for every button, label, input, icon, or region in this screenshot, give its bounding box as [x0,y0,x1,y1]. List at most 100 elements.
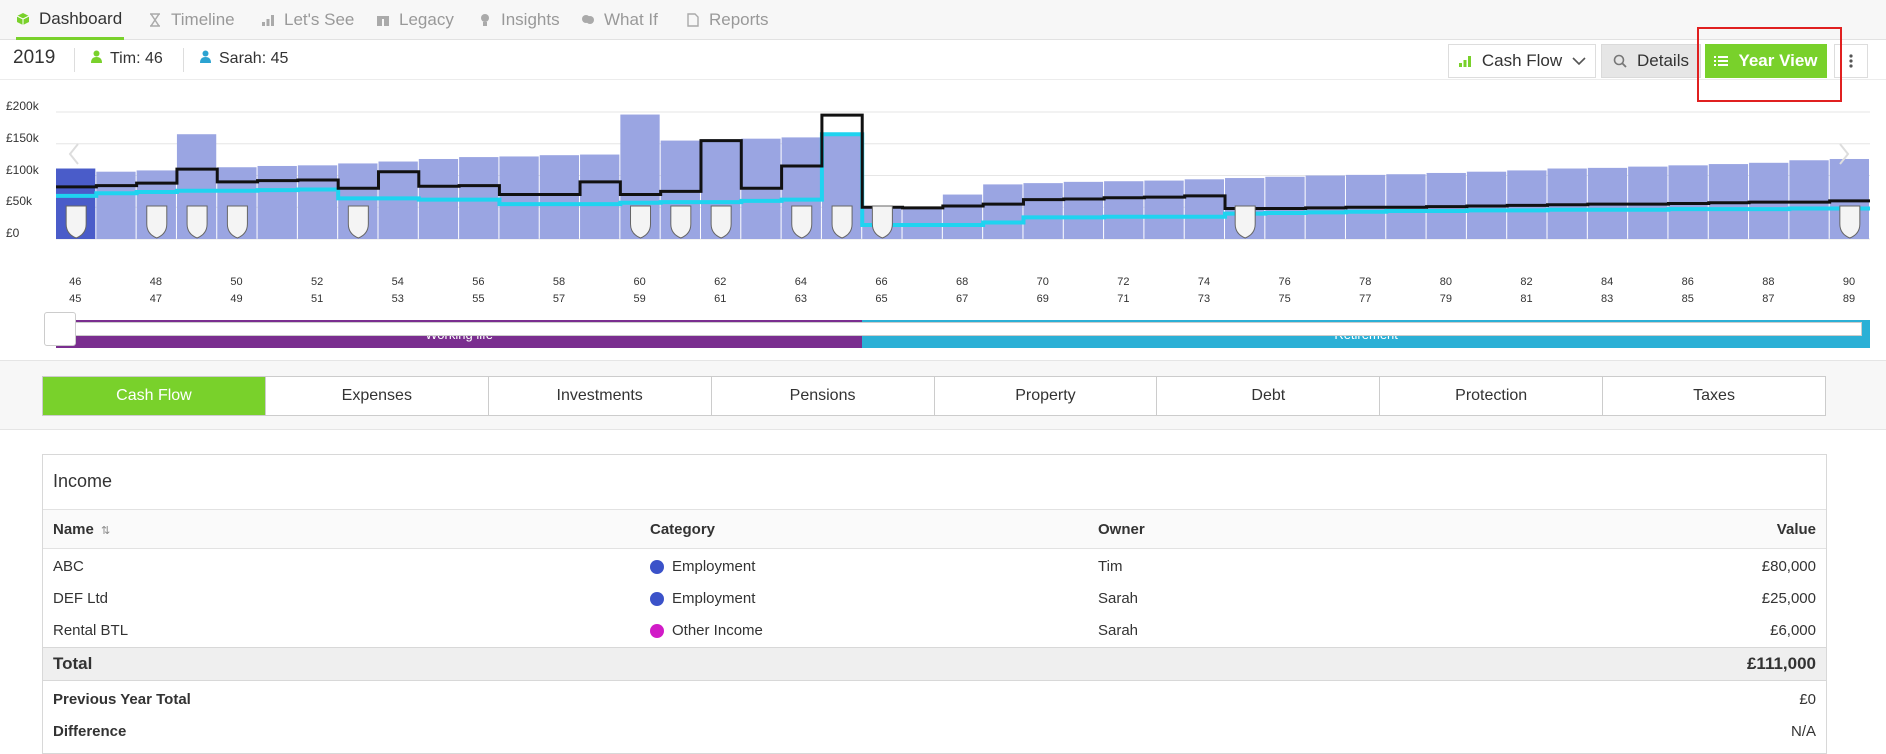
age-tick-sarah: 51 [311,293,324,305]
age-tick-tim: 88 [1762,276,1775,288]
income-value: £6,000 [1770,622,1816,639]
income-value: £25,000 [1761,590,1816,607]
pdf-file-icon [686,13,700,27]
event-marker[interactable] [791,205,813,239]
tab-property[interactable]: Property [935,377,1158,415]
cash-flow-dropdown[interactable]: Cash Flow [1448,44,1596,78]
age-tick-sarah: 45 [69,293,82,305]
bar-chart-icon [261,13,275,27]
category-dot-icon [650,623,664,638]
income-bar[interactable] [1184,179,1225,239]
income-bar[interactable] [96,171,136,239]
table-row[interactable]: ABC Employment Tim £80,000 [43,551,1826,583]
income-bar[interactable] [499,156,539,239]
event-marker[interactable] [347,205,369,239]
event-marker[interactable] [871,205,893,239]
timeline-scroll-handle[interactable] [44,312,76,346]
nav-dashboard[interactable]: Dashboard [16,0,124,40]
event-marker[interactable] [1234,205,1256,239]
column-header-owner: Owner [1098,521,1145,538]
income-bar[interactable] [1063,181,1104,239]
nav-insights[interactable]: Insights [478,0,560,40]
chevron-right-icon[interactable] [1839,143,1850,165]
nav-reports[interactable]: Reports [686,0,769,40]
age-tick-tim: 80 [1439,276,1452,288]
column-header-name[interactable]: Name ⇅ [53,521,110,538]
age-tick-tim: 86 [1681,276,1694,288]
tab-taxes[interactable]: Taxes [1693,387,1735,404]
income-bar[interactable] [1789,160,1829,239]
income-category: Other Income [650,622,763,639]
nav-what-if[interactable]: What If [581,0,658,40]
nav-lets-see[interactable]: Let's See [261,0,354,40]
age-tick-sarah: 85 [1681,293,1694,305]
age-tick-tim: 50 [230,276,243,288]
category-dot-icon [650,591,664,606]
person-age: 45 [270,50,289,67]
event-marker[interactable] [670,205,692,239]
income-bar[interactable] [1023,183,1063,239]
more-options-button[interactable] [1834,44,1868,78]
year-view-button[interactable]: Year View [1705,44,1827,78]
income-bar[interactable] [942,194,983,239]
details-label: Details [1637,51,1689,70]
tab-debt[interactable]: Debt [1157,377,1381,415]
y-axis-label: £100k [6,163,39,177]
bar-chart-icon [1458,55,1472,67]
income-bar[interactable] [983,184,1023,239]
nav-label: Let's See [284,10,355,29]
gift-icon [376,13,390,27]
category-label: Employment [672,590,756,607]
event-marker[interactable] [186,205,208,239]
person-tim: Tim: 46 [91,50,163,68]
tab-expenses[interactable]: Expenses [266,377,489,415]
chevron-left-icon[interactable] [68,143,79,165]
nav-label: Legacy [399,10,454,29]
event-marker[interactable] [1839,205,1861,239]
table-row[interactable]: Rental BTL Other Income Sarah £6,000 [43,615,1826,647]
tab-pensions[interactable]: Pensions [712,377,935,415]
income-bar[interactable] [297,165,338,239]
hourglass-icon [148,13,162,27]
y-axis-label: £0 [6,226,20,240]
income-bar[interactable] [257,165,297,239]
event-marker[interactable] [630,205,652,239]
nav-timeline[interactable]: Timeline [148,0,235,40]
income-bar[interactable] [1144,180,1184,239]
tab-protection[interactable]: Protection [1380,377,1604,415]
age-tick-tim: 58 [552,276,566,288]
age-tick-tim: 46 [69,276,82,288]
income-bar[interactable] [1104,181,1144,239]
event-marker[interactable] [226,205,248,239]
income-owner: Tim [1098,558,1123,575]
column-header-category: Category [650,521,716,538]
income-panel: Income Name ⇅ Category Owner Value ABC E… [42,454,1827,754]
nav-label: Dashboard [39,8,123,28]
income-bar[interactable] [539,155,580,239]
nav-legacy[interactable]: Legacy [376,0,454,40]
age-tick-tim: 70 [1036,276,1049,288]
tab-cash-flow[interactable]: Cash Flow [43,377,266,415]
tab-investments[interactable]: Investments [489,377,712,415]
person-sarah: Sarah: 45 [200,50,288,68]
age-tick-tim: 78 [1359,276,1372,288]
age-tick-tim: 72 [1117,276,1130,288]
event-marker[interactable] [831,205,853,239]
event-marker[interactable] [65,205,87,239]
age-tick-sarah: 47 [149,293,163,305]
event-marker[interactable] [146,205,168,239]
age-tick-sarah: 61 [714,293,727,305]
income-owner: Sarah [1098,590,1139,607]
toolbar: 2019 Tim: 46 Sarah: 45 Cash Flow Details… [0,40,1886,80]
cash-flow-label: Cash Flow [1481,51,1563,70]
detail-tabs: Cash Flow Expenses Investments Pensions … [42,376,1826,416]
person-colon: : [261,50,271,67]
table-row[interactable]: DEF Ltd Employment Sarah £25,000 [43,583,1826,615]
details-button[interactable]: Details [1601,44,1701,78]
income-bar[interactable] [580,154,620,239]
age-tick-tim: 64 [794,276,807,288]
timeline-scrollbar[interactable] [50,322,1862,336]
age-tick-sarah: 75 [1278,293,1291,305]
event-marker[interactable] [710,205,732,239]
income-value: £80,000 [1761,558,1816,575]
